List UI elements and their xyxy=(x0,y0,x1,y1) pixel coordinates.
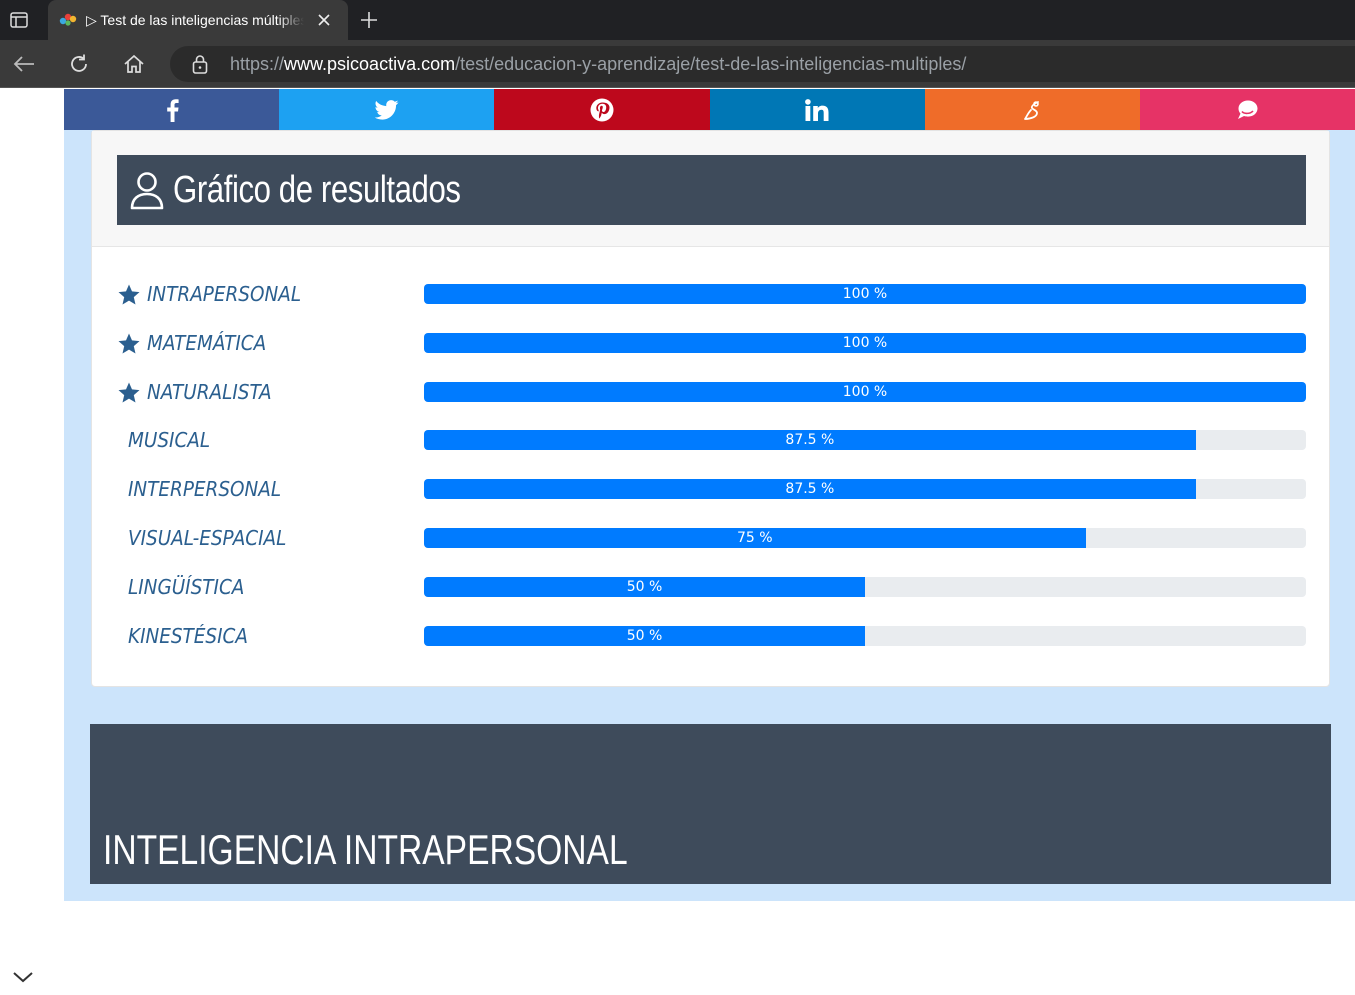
results-card-header: Gráfico de resultados xyxy=(92,131,1329,247)
results-title-box: Gráfico de resultados xyxy=(117,155,1306,225)
comment-share-button[interactable] xyxy=(1139,89,1355,130)
result-row: INTRAPERSONAL 100 % xyxy=(117,280,1307,310)
result-progress-bar: 87.5 % xyxy=(424,479,1196,500)
result-progress-track: 75 % xyxy=(424,528,1306,548)
star-icon xyxy=(118,382,140,403)
chat-icon xyxy=(1238,100,1258,119)
result-row: MATEMÁTICA 100 % xyxy=(117,329,1307,359)
result-label: VISUAL-ESPACIAL xyxy=(128,526,287,550)
back-icon[interactable] xyxy=(12,52,36,76)
close-tab-icon[interactable] xyxy=(314,10,334,30)
result-percent: 87.5 % xyxy=(785,481,835,498)
result-percent: 50 % xyxy=(626,578,663,595)
site-favicon-icon xyxy=(58,12,80,28)
result-row: LINGÜÍSTICA 50 % xyxy=(117,573,1307,603)
browser-tab-bar: ▷ Test de las inteligencias múltiples xyxy=(0,0,1355,40)
content-area: Gráfico de resultados INTRAPERSONAL 100 %… xyxy=(64,89,1355,901)
pinterest-share-button[interactable] xyxy=(494,89,710,130)
new-tab-icon[interactable] xyxy=(358,9,380,31)
url-text: https://www.psicoactiva.com/test/educaci… xyxy=(230,54,966,75)
section-title: INTELIGENCIA INTRAPERSONAL xyxy=(103,826,628,873)
result-label: KINESTÉSICA xyxy=(128,623,248,648)
result-percent: 87.5 % xyxy=(785,432,835,449)
lock-icon[interactable] xyxy=(190,54,210,74)
pinterest-icon xyxy=(590,98,614,121)
reload-icon[interactable] xyxy=(67,52,91,76)
sidebar-toggle[interactable] xyxy=(0,959,60,995)
twitter-icon xyxy=(374,99,399,120)
result-label: INTERPERSONAL xyxy=(128,477,282,502)
result-percent: 75 % xyxy=(736,530,773,546)
result-percent: 100 % xyxy=(842,383,888,400)
result-progress-track: 100 % xyxy=(424,332,1306,353)
home-icon[interactable] xyxy=(122,52,146,76)
browser-tab[interactable]: ▷ Test de las inteligencias múltiples xyxy=(48,0,348,40)
browser-nav-bar: https://www.psicoactiva.com/test/educaci… xyxy=(0,40,1355,88)
result-label: NATURALISTA xyxy=(147,379,272,404)
share-bar xyxy=(64,89,1355,130)
result-label: LINGÜÍSTICA xyxy=(128,574,245,599)
result-progress-bar: 87.5 % xyxy=(424,430,1196,451)
result-row: MUSICAL 87.5 % xyxy=(117,426,1307,456)
result-progress-bar: 100 % xyxy=(424,284,1306,304)
result-row: NATURALISTA 100 % xyxy=(117,378,1307,408)
star-icon xyxy=(118,284,140,305)
result-progress-bar: 100 % xyxy=(424,381,1306,402)
result-label: MUSICAL xyxy=(128,428,211,453)
address-bar[interactable]: https://www.psicoactiva.com/test/educaci… xyxy=(170,46,1355,82)
result-row: KINESTÉSICA 50 % xyxy=(117,622,1307,652)
chevron-down-icon xyxy=(13,972,33,983)
facebook-icon xyxy=(166,98,179,122)
result-percent: 100 % xyxy=(842,286,888,302)
result-progress-bar: 100 % xyxy=(424,332,1306,353)
tab-actions-icon[interactable] xyxy=(8,9,30,31)
results-title: Gráfico de resultados xyxy=(173,168,461,211)
result-row: INTERPERSONAL 87.5 % xyxy=(117,475,1307,505)
url-scheme: https:// xyxy=(230,53,285,74)
result-progress-track: 100 % xyxy=(424,284,1306,304)
result-label: INTRAPERSONAL xyxy=(147,282,302,306)
star-icon xyxy=(118,333,140,354)
facebook-share-button[interactable] xyxy=(64,89,280,130)
result-label: MATEMÁTICA xyxy=(147,330,267,355)
result-row: VISUAL-ESPACIAL 75 % xyxy=(117,524,1307,554)
results-card: Gráfico de resultados INTRAPERSONAL 100 %… xyxy=(91,130,1330,687)
meneame-icon xyxy=(1024,100,1040,120)
linkedin-icon xyxy=(805,98,829,121)
twitter-share-button[interactable] xyxy=(279,89,495,130)
result-progress-track: 87.5 % xyxy=(424,430,1306,451)
meneame-share-button[interactable] xyxy=(924,89,1140,130)
page-viewport: Gráfico de resultados INTRAPERSONAL 100 %… xyxy=(0,89,1355,983)
result-progress-bar: 50 % xyxy=(424,625,865,646)
intelligence-section-header: INTELIGENCIA INTRAPERSONAL xyxy=(90,724,1331,884)
result-progress-bar: 75 % xyxy=(424,528,1086,548)
user-icon xyxy=(130,172,164,210)
result-progress-track: 87.5 % xyxy=(424,479,1306,500)
result-progress-track: 100 % xyxy=(424,381,1306,402)
result-percent: 50 % xyxy=(626,627,663,644)
result-progress-track: 50 % xyxy=(424,576,1306,597)
result-progress-track: 50 % xyxy=(424,625,1306,646)
linkedin-share-button[interactable] xyxy=(709,89,925,130)
result-percent: 100 % xyxy=(842,334,888,351)
result-progress-bar: 50 % xyxy=(424,576,865,597)
url-domain: www.psicoactiva.com xyxy=(284,53,456,74)
url-path: /test/educacion-y-aprendizaje/test-de-la… xyxy=(455,53,967,74)
tab-title: ▷ Test de las inteligencias múltiples xyxy=(86,11,304,28)
